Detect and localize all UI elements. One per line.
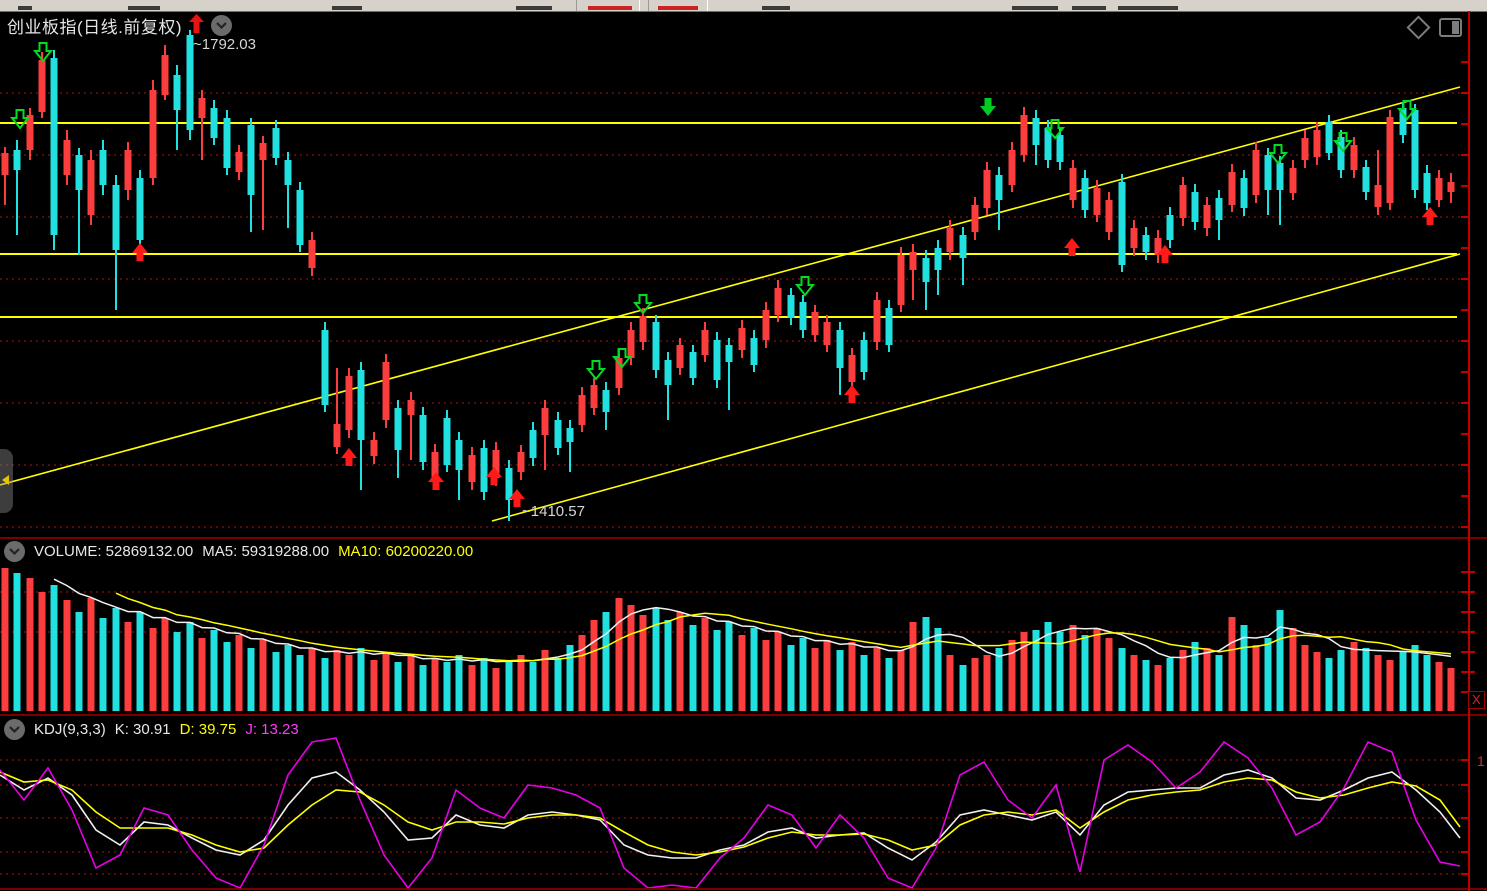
kdj-indicator-name: KDJ(9,3,3) xyxy=(34,721,106,738)
volume-unit-label-clipped: X xyxy=(1468,691,1485,709)
left-panel-expand-handle[interactable] xyxy=(0,449,13,513)
top-menu-bar-clipped[interactable] xyxy=(0,0,1487,12)
left-arrow-icon xyxy=(2,475,9,485)
menu-remnant xyxy=(18,6,32,10)
chevron-down-icon[interactable] xyxy=(4,541,25,562)
menu-remnant-red xyxy=(588,6,632,10)
chevron-down-icon[interactable] xyxy=(211,15,233,36)
menu-remnant xyxy=(1118,6,1178,10)
volume-value: VOLUME: 52869132.00 xyxy=(34,543,194,560)
menu-remnant xyxy=(1012,6,1058,10)
kdj-d-value: D: 39.75 xyxy=(179,721,237,738)
kdj-j-value: J: 13.23 xyxy=(245,721,299,738)
volume-panel-header: VOLUME: 52869132.00 MA5: 59319288.00 MA1… xyxy=(4,541,473,562)
menu-button-remnant xyxy=(648,0,708,11)
menu-remnant-red xyxy=(658,6,698,10)
diamond-icon[interactable] xyxy=(1406,15,1431,40)
menu-remnant xyxy=(332,6,362,10)
menu-remnant xyxy=(128,6,160,10)
kdj-axis-label-clipped: 1 xyxy=(1477,753,1485,769)
kdj-panel-header: KDJ(9,3,3) K: 30.91 D: 39.75 J: 13.23 xyxy=(4,719,299,740)
menu-remnant xyxy=(516,6,552,10)
up-trend-arrow-icon xyxy=(189,13,205,38)
chevron-down-icon[interactable] xyxy=(4,719,25,740)
menu-button-remnant xyxy=(576,0,640,11)
volume-ma10-value: MA10: 60200220.00 xyxy=(338,543,474,560)
window-layout-icon[interactable] xyxy=(1439,18,1462,37)
kdj-k-value: K: 30.91 xyxy=(114,721,171,738)
menu-remnant xyxy=(1072,6,1106,10)
low-price-label: ~1410.57 xyxy=(522,503,585,520)
instrument-title: 创业板指(日线.前复权) xyxy=(7,18,183,37)
menu-remnant xyxy=(762,6,790,10)
chart-title-row: 创业板指(日线.前复权) xyxy=(7,13,233,38)
volume-ma5-value: MA5: 59319288.00 xyxy=(202,543,330,560)
titlebar-right-icons xyxy=(1406,15,1462,40)
high-price-label: ~1792.03 xyxy=(193,36,256,53)
